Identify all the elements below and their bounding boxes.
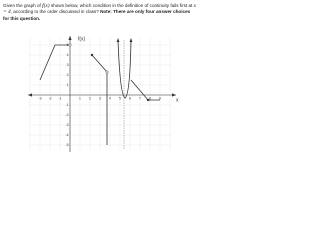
x-tick-label: 8 xyxy=(149,96,151,100)
arrow xyxy=(129,38,133,42)
page: Given the graph of f(x) shown below, whi… xyxy=(0,0,200,156)
open-point xyxy=(68,43,72,47)
x-tick-label: 5 xyxy=(119,96,121,100)
y-tick-label: -4 xyxy=(65,133,68,137)
question-text: shown below, which condition in the defi… xyxy=(49,3,194,8)
y-tick-label: -3 xyxy=(65,123,68,127)
closed-point xyxy=(90,53,94,57)
x-axis-label: x xyxy=(176,97,179,103)
y-tick-label: 3 xyxy=(67,63,69,67)
note: Note: There are only four answer choices… xyxy=(3,9,191,21)
y-tick-label: -1 xyxy=(65,103,68,107)
y-tick-label: 1 xyxy=(67,83,69,87)
x-tick-label: 9 xyxy=(159,96,161,100)
x-tick-label: -3 xyxy=(38,96,41,100)
x-tick-label: -1 xyxy=(58,96,61,100)
question-text: , according to the order discussed in cl… xyxy=(10,9,101,15)
x-tick-label: -2 xyxy=(48,96,51,100)
x-tick-label: 2 xyxy=(89,96,91,100)
x-tick-label: 6 xyxy=(129,96,131,100)
closed-point xyxy=(146,98,150,102)
question-text: Given the graph of xyxy=(3,3,43,8)
x-tick-label: 4 xyxy=(109,96,111,100)
y-tick-label: -2 xyxy=(65,113,68,117)
y-tick-label: 4 xyxy=(67,53,69,57)
x-tick-label: 3 xyxy=(99,96,101,100)
y-tick-label: 5 xyxy=(67,43,69,47)
math: x = 4 xyxy=(3,3,196,16)
arrow xyxy=(28,93,32,97)
arrow xyxy=(68,36,72,40)
y-tick-label: -5 xyxy=(65,143,68,147)
y-tick-label: 2 xyxy=(67,73,69,77)
x-tick-label: 7 xyxy=(139,96,141,100)
question: Given the graph of f(x) shown below, whi… xyxy=(3,3,197,22)
x-tick-label: 1 xyxy=(79,96,81,100)
arrow xyxy=(116,38,120,42)
y-axis-label: f(x) xyxy=(78,36,86,42)
math: f(x) xyxy=(42,3,50,9)
graph: f(x) x 5 4 3 2 1 -1 -2 -3 -4 -5 -3 -2 -1 1 2 3 4 5 6 7 8 9 xyxy=(28,36,179,152)
arrow xyxy=(172,93,176,97)
open-point xyxy=(105,70,109,74)
